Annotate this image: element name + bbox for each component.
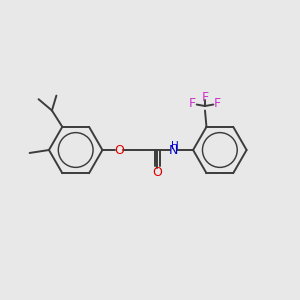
Text: O: O (114, 143, 124, 157)
Text: F: F (201, 91, 208, 104)
Text: O: O (152, 166, 162, 179)
Text: H: H (171, 141, 179, 152)
Text: F: F (189, 97, 196, 110)
Text: N: N (169, 143, 178, 157)
Text: F: F (214, 97, 221, 110)
